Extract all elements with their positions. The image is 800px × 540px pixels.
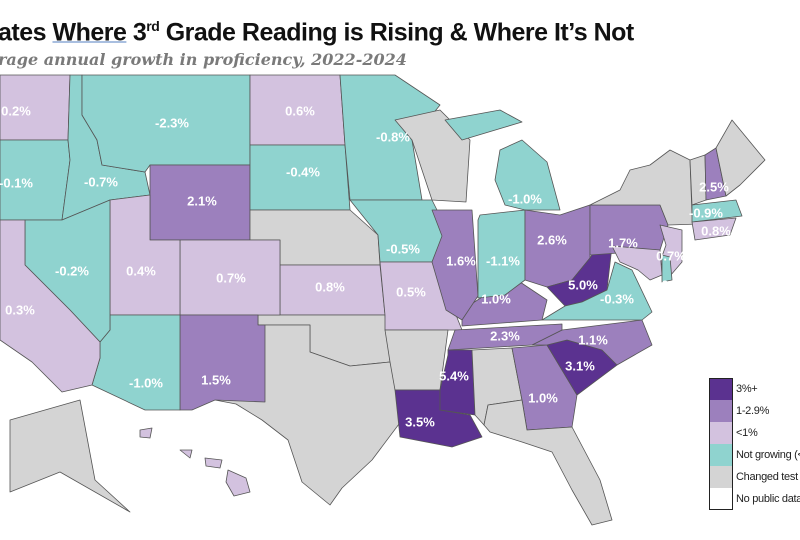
state-label-ia: -0.5% <box>386 241 420 256</box>
legend-label: 3%+ <box>736 383 758 395</box>
legend-swatch <box>709 378 733 400</box>
chart-title: ates Where 3rd Grade Reading is Rising &… <box>0 18 634 47</box>
state-label-in: -1.1% <box>486 253 520 268</box>
state-label-wv: 5.0% <box>568 277 598 292</box>
state-mi[interactable] <box>494 139 561 211</box>
state-il[interactable] <box>431 209 479 321</box>
state-ak[interactable] <box>9 399 131 513</box>
legend-item-low: <1% <box>709 422 800 444</box>
legend-item-none: No public data <box>709 488 800 510</box>
state-label-az: -1.0% <box>129 375 163 390</box>
state-ca[interactable] <box>0 219 101 393</box>
state-label-ks: 0.8% <box>315 279 345 294</box>
legend-item-neg: Not growing (<0%) <box>709 444 800 466</box>
state-label-va: -0.3% <box>600 291 634 306</box>
state-label-ct: 0.8% <box>701 223 731 238</box>
title-link[interactable]: Where <box>52 18 127 47</box>
state-label-nc: 1.1% <box>578 332 608 347</box>
state-label-wa: 0.2% <box>1 103 31 118</box>
state-label-mt: -2.3% <box>155 115 189 130</box>
state-hi[interactable] <box>204 457 223 469</box>
legend-item-mid: 1-2.9% <box>709 400 800 422</box>
legend-label: No public data <box>736 493 800 505</box>
state-ma[interactable] <box>691 199 743 223</box>
legend-swatch <box>709 444 733 466</box>
state-wi[interactable] <box>394 109 471 203</box>
state-label-nh: 2.5% <box>699 179 729 194</box>
legend-swatch <box>709 400 733 422</box>
state-label-ut: 0.4% <box>126 263 156 278</box>
state-label-il: 1.6% <box>446 253 476 268</box>
state-label-ga: 1.0% <box>528 390 558 405</box>
state-md[interactable] <box>611 245 663 281</box>
state-label-nj: 0.7% <box>656 248 686 263</box>
state-ct[interactable] <box>691 217 737 241</box>
legend: 3%+ 1-2.9% <1% Not growing (<0%) Changed tes… <box>709 378 800 510</box>
state-label-mo: 0.5% <box>396 284 426 299</box>
state-label-nv: -0.2% <box>55 263 89 278</box>
state-label-id: -0.7% <box>84 174 118 189</box>
state-label-ma: -0.9% <box>689 205 723 220</box>
title-text: ates <box>0 18 53 47</box>
legend-swatch <box>709 466 733 488</box>
legend-swatch <box>709 488 733 510</box>
state-nm[interactable] <box>179 314 266 411</box>
legend-label: Not growing (<0%) <box>736 449 800 461</box>
state-label-pa: 1.7% <box>608 235 638 250</box>
state-label-or: -0.1% <box>0 175 33 190</box>
state-tn[interactable] <box>447 323 563 351</box>
state-label-mn: -0.8% <box>376 129 410 144</box>
legend-label: <1% <box>736 427 758 439</box>
legend-item-top: 3%+ <box>709 378 800 400</box>
state-hi[interactable] <box>139 427 153 439</box>
chart-subtitle: rage annual growth in proficiency, 2022-… <box>0 50 407 69</box>
state-de[interactable] <box>661 254 673 283</box>
state-hi[interactable] <box>225 469 251 497</box>
state-va[interactable] <box>541 261 653 321</box>
state-label-mi: -1.0% <box>508 191 542 206</box>
legend-label: Changed test <box>736 471 798 483</box>
state-fl[interactable] <box>483 399 613 526</box>
state-label-la: 3.5% <box>405 414 435 429</box>
state-mn[interactable] <box>339 74 441 201</box>
title-text: 3 <box>126 18 147 47</box>
legend-label: 1-2.9% <box>736 405 770 417</box>
state-label-ca: 0.3% <box>5 302 35 317</box>
state-label-de: -0.3% <box>657 277 691 292</box>
state-label-co: 0.7% <box>216 270 246 285</box>
state-me[interactable] <box>715 119 766 197</box>
state-label-nm: 1.5% <box>201 372 231 387</box>
state-label-ky: 1.0% <box>481 291 511 306</box>
state-label-wy: 2.1% <box>187 193 217 208</box>
state-nc[interactable] <box>531 319 653 366</box>
state-label-sd: -0.4% <box>286 164 320 179</box>
title-text: Grade Reading is Rising & Where It’s Not <box>159 18 635 47</box>
state-mi[interactable] <box>444 109 523 141</box>
legend-swatch <box>709 422 733 444</box>
state-label-nd: 0.6% <box>285 103 315 118</box>
state-label-tn: 2.3% <box>490 328 520 343</box>
state-label-oh: 2.6% <box>537 232 567 247</box>
legend-item-chg: Changed test <box>709 466 800 488</box>
state-label-sc: 3.1% <box>565 358 595 373</box>
state-label-ms: 5.4% <box>439 368 469 383</box>
title-superscript: rd <box>146 18 160 34</box>
state-hi[interactable] <box>179 449 193 459</box>
